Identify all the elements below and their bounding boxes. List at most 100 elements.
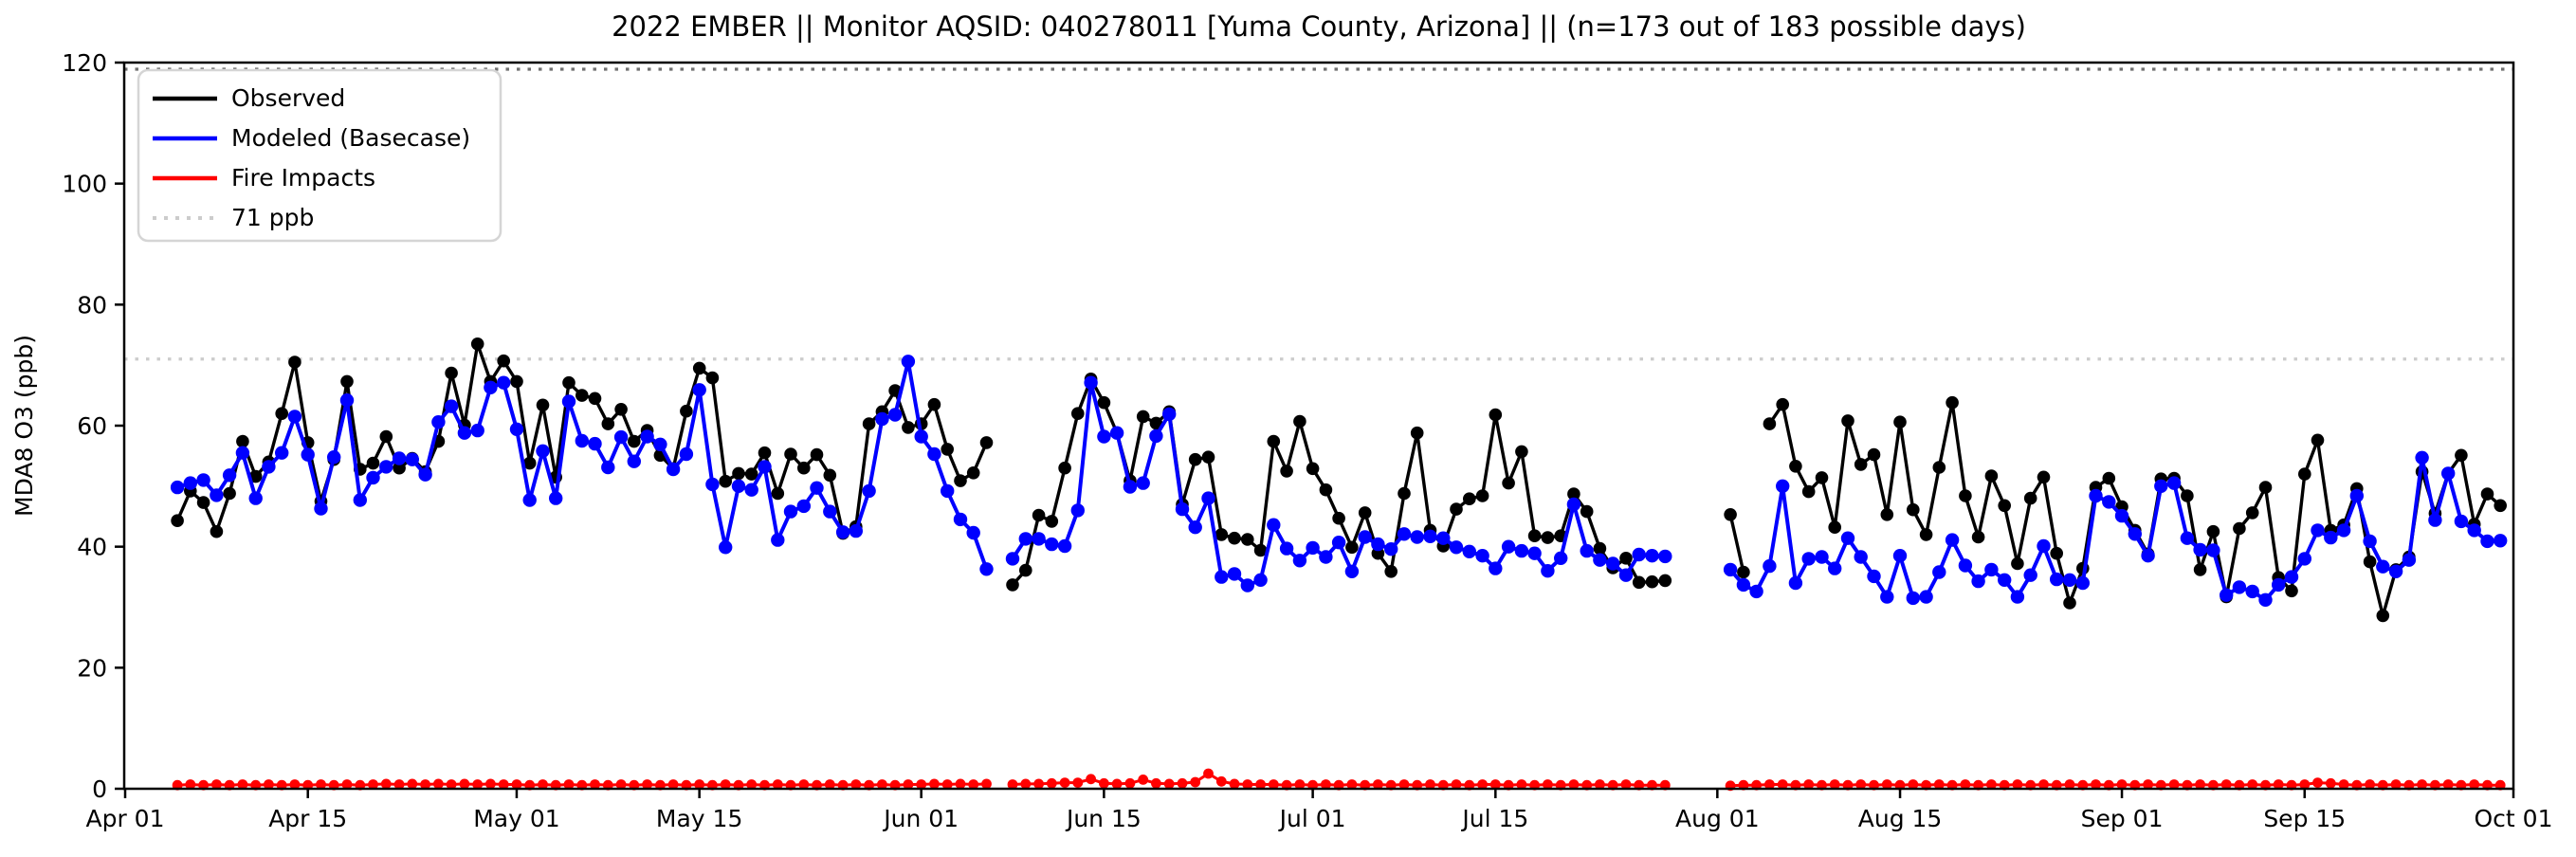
legend-box <box>137 68 502 243</box>
data-point <box>497 375 511 390</box>
data-point <box>472 779 484 790</box>
data-point <box>2284 570 2299 584</box>
data-point <box>1097 395 1111 410</box>
data-point <box>1398 779 1410 790</box>
data-point <box>679 447 694 462</box>
data-point <box>222 468 237 483</box>
data-point <box>1306 540 1320 556</box>
data-point <box>2324 530 2338 545</box>
data-point <box>563 779 575 790</box>
plot-frame <box>122 61 2515 791</box>
data-point <box>1436 531 1451 545</box>
data-point <box>1215 775 1227 787</box>
data-point <box>1959 489 1972 502</box>
data-point <box>339 393 355 408</box>
data-point <box>470 337 484 351</box>
data-point <box>1933 779 1945 790</box>
data-point <box>549 491 563 505</box>
data-point <box>744 467 758 481</box>
data-point <box>196 473 210 487</box>
data-point <box>2247 779 2258 790</box>
data-point <box>1451 779 1462 790</box>
data-point <box>1071 407 1085 421</box>
data-point <box>433 778 444 790</box>
data-point <box>1188 520 1202 535</box>
data-point <box>1477 779 1488 790</box>
legend-label: Observed <box>231 84 345 112</box>
data-series <box>170 337 2508 792</box>
data-point <box>771 533 785 547</box>
data-point <box>2442 779 2454 790</box>
data-point <box>1763 417 1777 430</box>
data-point <box>2075 575 2090 591</box>
data-point <box>746 779 758 790</box>
data-point <box>1332 511 1345 525</box>
data-point <box>2494 499 2507 513</box>
data-point <box>2023 491 2037 505</box>
data-point <box>522 493 537 507</box>
data-point <box>236 434 249 448</box>
data-point <box>262 460 276 474</box>
data-point <box>2311 433 2325 447</box>
data-point <box>380 778 392 790</box>
data-point <box>431 415 446 429</box>
legend-label: Fire Impacts <box>231 164 375 191</box>
data-point <box>264 779 274 790</box>
x-tick-label: Jul 15 <box>1460 805 1528 832</box>
data-point <box>235 446 250 460</box>
data-point <box>1450 502 1463 516</box>
data-point <box>1162 407 1177 422</box>
data-point <box>692 383 706 397</box>
data-point <box>1632 575 1646 590</box>
data-point <box>1331 536 1346 550</box>
data-point <box>2402 553 2417 567</box>
data-point <box>772 779 783 790</box>
data-point <box>1828 520 1841 534</box>
data-point <box>1306 462 1320 476</box>
data-point <box>902 421 915 434</box>
data-point <box>183 476 197 490</box>
data-point <box>1005 552 1020 566</box>
data-point <box>719 540 733 555</box>
data-point <box>1138 775 1149 785</box>
data-point <box>1893 415 1907 429</box>
data-point <box>1253 573 1268 587</box>
data-point <box>1227 567 1242 581</box>
data-point <box>797 461 811 475</box>
data-point <box>1580 543 1594 558</box>
data-point <box>1606 556 1620 571</box>
data-point <box>405 452 419 466</box>
data-point <box>824 779 835 790</box>
data-point <box>731 479 746 493</box>
data-point <box>1906 591 1921 606</box>
data-point <box>877 779 887 790</box>
data-point <box>798 779 810 790</box>
data-point <box>927 397 941 411</box>
data-point <box>223 486 236 501</box>
data-point <box>2062 573 2077 587</box>
data-point <box>2365 779 2376 790</box>
data-point <box>316 779 326 790</box>
data-point <box>979 436 994 449</box>
data-point <box>420 779 430 790</box>
data-point <box>1541 564 1555 578</box>
data-point <box>1006 578 1019 592</box>
data-point <box>379 429 393 444</box>
data-point <box>694 779 705 790</box>
data-point <box>1293 414 1306 428</box>
data-point <box>1109 426 1124 440</box>
data-point <box>2312 777 2323 788</box>
data-point <box>588 392 602 406</box>
data-point <box>614 403 628 416</box>
data-point <box>955 778 966 790</box>
data-point <box>497 354 510 368</box>
data-point <box>1058 461 1071 475</box>
data-point <box>979 562 994 576</box>
data-point <box>941 483 955 499</box>
data-point <box>327 450 341 465</box>
data-point <box>758 446 772 460</box>
data-point <box>850 779 862 790</box>
data-point <box>590 779 600 790</box>
